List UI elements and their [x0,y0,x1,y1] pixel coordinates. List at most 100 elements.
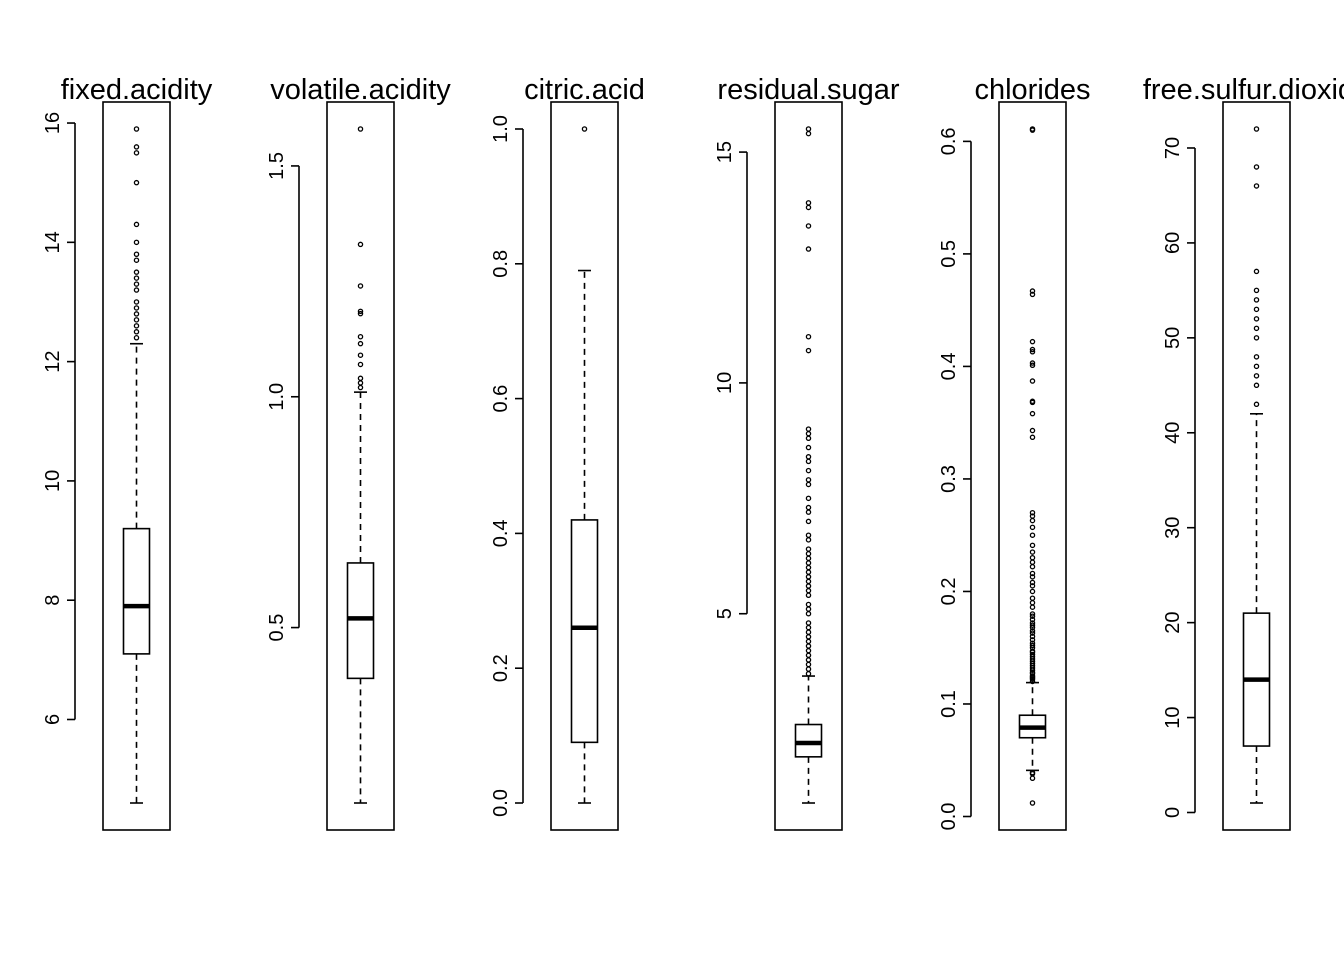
outlier-point [805,546,812,552]
outlier-point [1029,637,1036,643]
plot-frame [1222,101,1291,831]
outlier-point [805,477,812,483]
outlier-point [357,375,364,382]
outlier-point [805,532,812,538]
outlier-point [133,329,140,335]
y-tick-label: 15 [714,141,736,163]
outlier-point [133,239,140,246]
outlier-point [805,634,812,640]
outlier-point [805,620,812,626]
outlier-point [1029,630,1036,636]
outlier-point [1253,382,1260,389]
outlier-point [357,380,364,386]
outlier-point [805,430,812,437]
outlier-point [805,435,812,442]
outlier-point [1029,126,1036,132]
outlier-point [1029,509,1036,516]
outlier-point [805,647,812,654]
outlier-point [1029,524,1036,531]
outlier-point [805,569,812,575]
y-tick-label: 8 [42,595,64,606]
outlier-point [1029,588,1036,595]
outlier-point [1029,532,1036,538]
outlier-point [1029,583,1036,589]
y-tick-label: 14 [42,231,64,253]
panel-title: residual.sugar [717,74,899,106]
outlier-point [357,340,364,347]
y-tick-label: 40 [1162,422,1184,444]
outlier-point [1029,570,1036,577]
outlier-point [1253,373,1260,379]
outlier-point [805,555,812,562]
outlier-point [1029,611,1036,617]
outlier-point [805,204,812,211]
y-tick-label: 10 [42,470,64,492]
outlier-point [1029,574,1036,580]
outlier-point [1029,648,1036,654]
y-tick-label: 20 [1162,612,1184,634]
outlier-point [1029,559,1036,565]
outlier-point [133,257,140,263]
outlier-point [133,281,140,287]
outlier-point [1029,622,1036,628]
outlier-point [1029,360,1036,366]
panel-citric-acid: citric.acid 0.0 0.2 0.4 0.6 0.8 1.0 [490,74,645,831]
outlier-point [805,592,812,599]
outlier-point [133,317,140,323]
y-tick-label: 10 [714,372,736,394]
y-tick-label: 0.0 [490,789,512,817]
outlier-point [133,275,140,281]
outlier-point [1253,306,1260,313]
outlier-point [1029,542,1036,549]
outlier-point [1253,287,1260,294]
outlier-point [133,311,140,317]
panel-residual-sugar: residual.sugar 5 10 15 [714,74,900,831]
outlier-point [1253,354,1260,360]
outlier-point [1029,346,1036,353]
outlier-point [133,269,140,275]
outlier-point [1029,599,1036,606]
outlier-point [805,606,812,612]
outlier-point [1029,673,1036,679]
outlier-point [1029,288,1036,294]
outlier-point [1029,775,1036,781]
y-tick-label: 16 [42,112,64,134]
outlier-point [1029,595,1036,601]
outlier-point [1253,164,1260,170]
outlier-point [805,629,812,635]
outlier-point [805,652,812,659]
outlier-point [1029,616,1036,623]
y-tick-label: 1.5 [266,152,288,180]
panel-title: free.sulfur.dioxide [1143,74,1344,106]
outlier-point [805,564,812,571]
outlier-point [1029,579,1036,586]
outlier-point [805,347,812,354]
outlier-point [357,352,364,358]
outlier-point [1029,620,1036,626]
y-tick-label: 1.0 [266,383,288,411]
outlier-point [357,361,364,368]
outlier-point [805,481,812,488]
outlier-point [1253,363,1260,370]
outlier-point [805,601,812,608]
outlier-point [1029,563,1036,570]
outlier-point [1029,410,1036,417]
y-tick-label: 0.1 [938,690,960,718]
y-tick-label: 0.2 [938,578,960,606]
outlier-point [1029,769,1036,776]
outlier-point [133,323,140,329]
y-tick-label: 0.5 [938,240,960,268]
y-tick-label: 0.4 [938,353,960,381]
plot-frame [998,101,1067,831]
iqr-box [122,527,151,655]
panel-title: volatile.acidity [270,74,451,106]
iqr-box [570,519,599,744]
outlier-point [805,200,812,206]
outlier-point [805,643,812,649]
outlier-point [1029,338,1036,345]
outlier-point [133,299,140,305]
iqr-box [346,562,375,680]
outlier-point [1253,268,1260,275]
outlier-point [805,223,812,229]
outlier-point [1029,651,1036,658]
